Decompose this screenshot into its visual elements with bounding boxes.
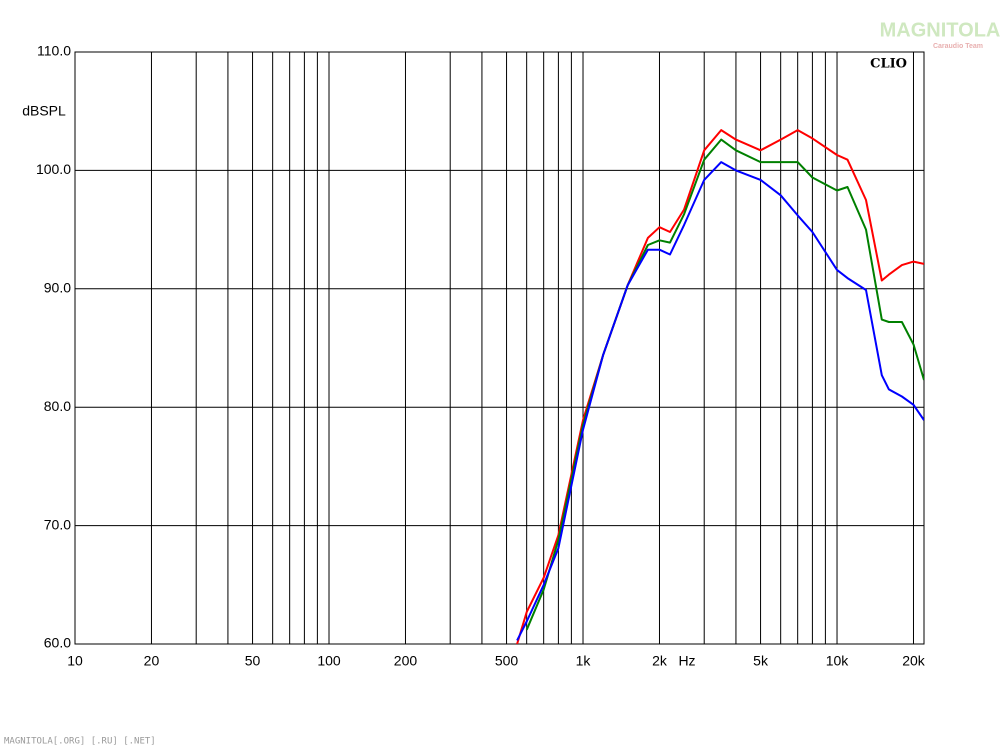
y-tick-label: 60.0 bbox=[44, 635, 71, 651]
x-tick-label: 50 bbox=[245, 653, 261, 669]
x-tick-label: 500 bbox=[495, 653, 519, 669]
x-tick-label: 20k bbox=[902, 653, 926, 669]
x-tick-label: 5k bbox=[753, 653, 769, 669]
x-tick-label: 2k bbox=[652, 653, 668, 669]
watermark: MAGNITOLA bbox=[880, 19, 1000, 41]
y-tick-label: 110.0 bbox=[37, 43, 71, 59]
x-tick-label: 1k bbox=[576, 653, 592, 669]
y-tick-label: 80.0 bbox=[44, 398, 71, 414]
x-tick-label: 10k bbox=[826, 653, 850, 669]
response-curve bbox=[516, 129, 924, 644]
watermark-sub: Caraudio Team bbox=[933, 43, 983, 50]
footer: MAGNITOLA[.ORG] [.RU] [.NET] bbox=[4, 737, 156, 747]
y-axis-label: dBSPL bbox=[22, 103, 66, 119]
x-tick-label: 20 bbox=[144, 653, 160, 669]
response-curve bbox=[516, 161, 924, 641]
x-tick-label: 100 bbox=[317, 653, 341, 669]
x-axis-label: Hz bbox=[678, 653, 695, 669]
y-tick-label: 70.0 bbox=[44, 516, 71, 532]
plot-lines bbox=[516, 129, 924, 644]
y-tick-label: 90.0 bbox=[44, 280, 71, 296]
brand: CLIO bbox=[870, 57, 907, 72]
x-tick-label: 10 bbox=[67, 653, 83, 669]
plot-frame bbox=[74, 51, 925, 645]
response-curve bbox=[525, 138, 924, 631]
x-tick-label: 200 bbox=[394, 653, 418, 669]
y-tick-label: 100.0 bbox=[36, 161, 71, 177]
